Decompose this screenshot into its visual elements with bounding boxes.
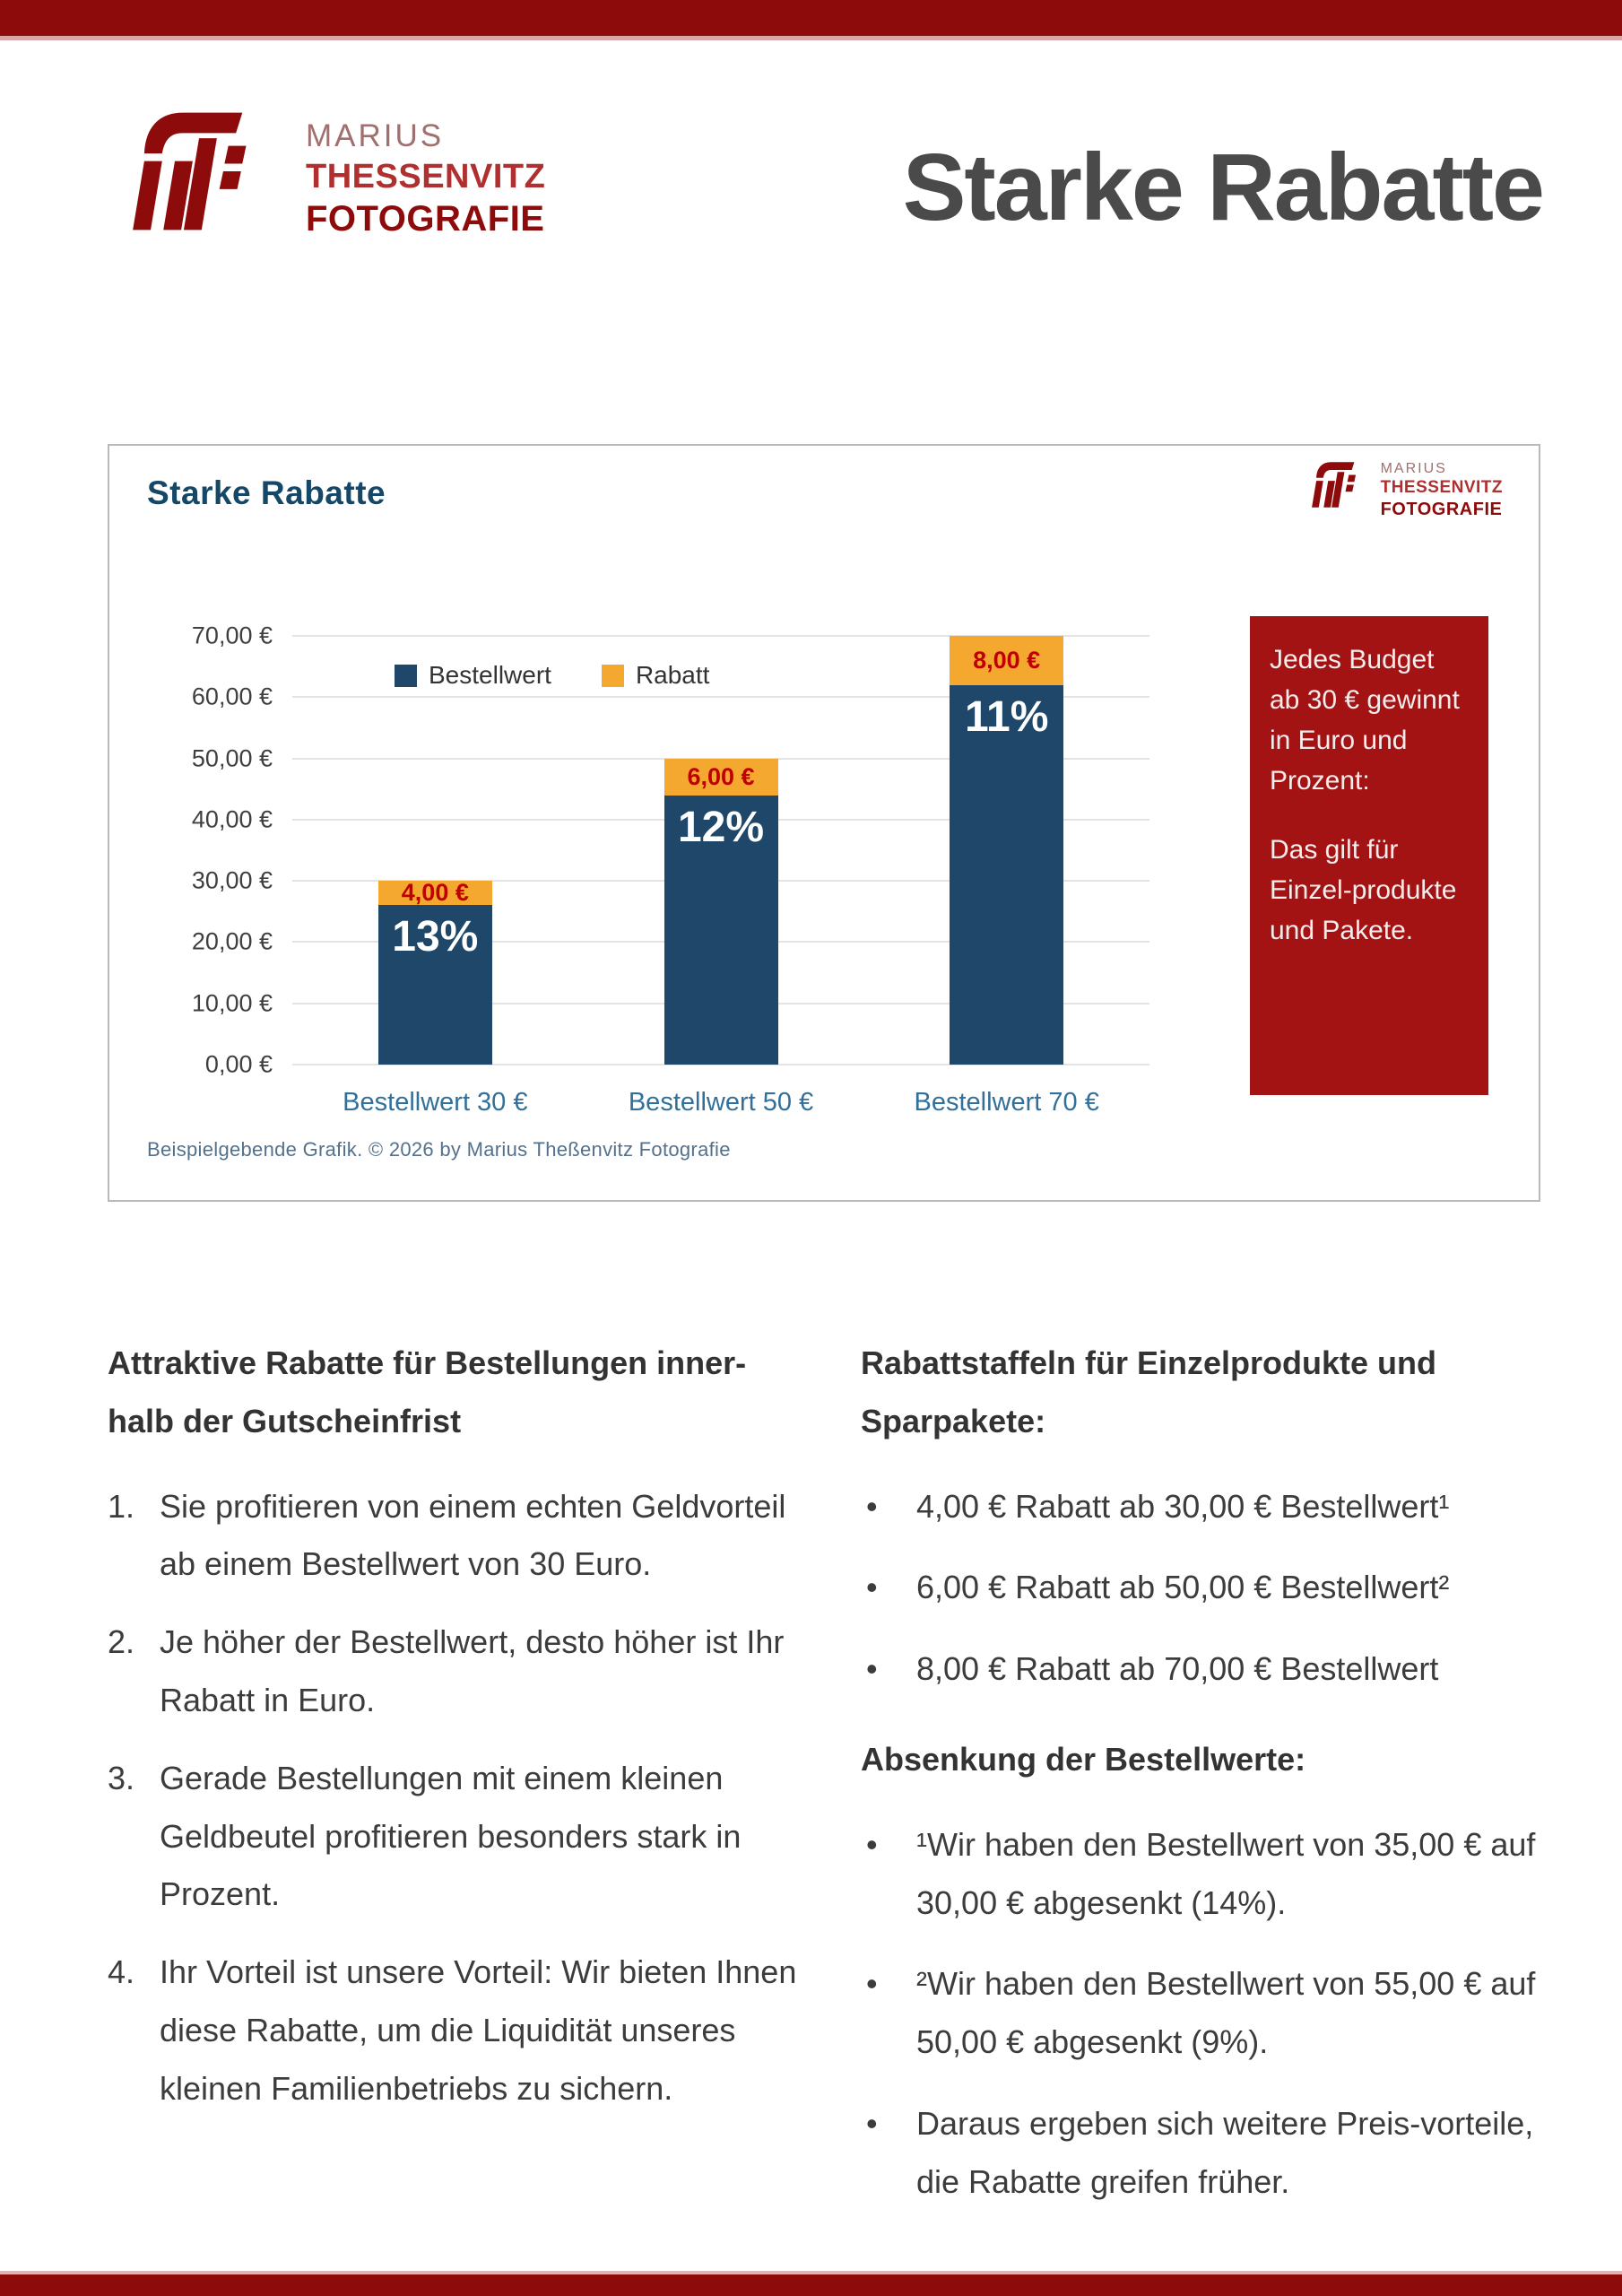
brand-wordmark: MARIUS THESSENVITZ FOTOGRAFIE <box>306 108 545 241</box>
price-reduction-list: ¹Wir haben den Bestellwert von 35,00 € a… <box>861 1816 1543 2212</box>
numbered-item: Gerade Bestellungen mit einem kleinen Ge… <box>108 1750 742 1913</box>
bar-series: 4,00 € 13% 6,00 € 12% 8,00 € 11% <box>292 636 1149 1065</box>
bar-segment-rabatt: 8,00 € <box>950 636 1064 685</box>
chart-caption: Beispielgebende Grafik. © 2026 by Marius… <box>147 1138 731 1161</box>
brand-field: FOTOGRAFIE <box>1380 499 1503 519</box>
y-axis: 70,00 € 60,00 € 50,00 € 40,00 € 30,00 € 20,00… <box>109 622 273 1078</box>
legend-item: Bestellwert <box>395 661 551 690</box>
bar-percent-label: 11% <box>964 692 1049 741</box>
numbered-item: Je höher der Bestellwert, desto höher is… <box>108 1613 785 1718</box>
y-axis-tick-label: 60,00 € <box>191 683 273 710</box>
bullet-item: 4,00 € Rabatt ab 30,00 € Bestellwert¹ <box>861 1478 1543 1536</box>
stacked-bar: 4,00 € 13% <box>377 879 492 1065</box>
x-axis-category-label: Bestellwert 30 € <box>343 1088 528 1117</box>
bar-percent-label: 12% <box>677 803 765 851</box>
discount-tiers-heading: Rabattstaffeln für Einzelprodukte und Sp… <box>861 1344 1437 1439</box>
gridline <box>292 696 1149 699</box>
y-axis-tick-label: 10,00 € <box>191 989 273 1017</box>
bullet-item: ¹Wir haben den Bestellwert von 35,00 € a… <box>861 1816 1543 1933</box>
benefits-numbered-list: Sie profitieren von einem echten Geldvor… <box>108 1478 807 2118</box>
brand-mark-icon <box>124 108 290 239</box>
top-accent-bar <box>0 0 1622 40</box>
left-heading: Attraktive Rabatte für Bestellungen inne… <box>108 1344 747 1439</box>
gridline <box>292 1064 1149 1065</box>
legend-label: Rabatt <box>635 661 710 689</box>
content-columns: Attraktive Rabatte für Bestellungen inne… <box>108 1335 1543 2235</box>
chart-plot-area: 4,00 € 13% 6,00 € 12% 8,00 € 11% Bestellwert R… <box>292 635 1149 1065</box>
chart-brand-logo: MARIUS THESSENVITZ FOTOGRAFIE <box>1308 460 1503 520</box>
price-reduction-heading: Absenkung der Bestellwerte: <box>861 1740 1306 1778</box>
bullet-item: 8,00 € Rabatt ab 70,00 € Bestellwert <box>861 1640 1543 1699</box>
bullet-item: 6,00 € Rabatt ab 50,00 € Bestellwert² <box>861 1559 1543 1617</box>
stacked-bar: 6,00 € 12% <box>664 758 778 1065</box>
legend-item: Rabatt <box>601 661 710 690</box>
bar-group: 8,00 € 11% <box>863 636 1149 1065</box>
brand-last-name: THESSENVITZ <box>306 157 546 196</box>
y-axis-tick-label: 20,00 € <box>191 927 273 955</box>
chart-title: Starke Rabatte <box>147 474 386 511</box>
numbered-item: Ihr Vorteil ist unsere Vorteil: Wir biet… <box>108 1944 797 2107</box>
left-column: Attraktive Rabatte für Bestellungen inne… <box>108 1335 807 2235</box>
bar-segment-bestellwert: 12% <box>664 795 778 1065</box>
discount-tiers-list: 4,00 € Rabatt ab 30,00 € Bestellwert¹ 6,… <box>861 1478 1543 1699</box>
legend-swatch <box>601 664 624 687</box>
bar-segment-bestellwert: 13% <box>377 905 492 1065</box>
bullet-item: Daraus ergeben sich weitere Preis-vortei… <box>861 2095 1543 2212</box>
brand-logo: MARIUS THESSENVITZ FOTOGRAFIE <box>124 108 545 241</box>
y-axis-tick-label: 40,00 € <box>191 805 273 833</box>
bar-segment-rabatt: 6,00 € <box>664 758 778 796</box>
chart-legend: Bestellwert Rabatt <box>395 661 709 690</box>
brand-first-name: MARIUS <box>1380 461 1447 476</box>
brand-wordmark: MARIUS THESSENVITZ FOTOGRAFIE <box>1381 460 1503 520</box>
x-axis-category-label: Bestellwert 70 € <box>914 1088 1099 1117</box>
gridline <box>292 757 1149 760</box>
gridline <box>292 635 1149 637</box>
bullet-item: ²Wir haben den Bestellwert von 55,00 € a… <box>861 1955 1543 2072</box>
numbered-item: Sie profitieren von einem echten Geldvor… <box>108 1478 786 1583</box>
brand-mark-icon <box>1308 460 1373 514</box>
bar-rabatt-value-label: 4,00 € <box>401 879 469 907</box>
callout-box: Jedes Budget ab 30 € gewinnt in Euro und… <box>1250 616 1488 1095</box>
x-axis-category-label: Bestellwert 50 € <box>628 1088 814 1117</box>
brand-first-name: MARIUS <box>306 118 445 153</box>
x-axis: Bestellwert 30 € Bestellwert 50 € Bestellw… <box>292 1088 1149 1118</box>
y-axis-tick-label: 30,00 € <box>191 866 273 894</box>
bar-rabatt-value-label: 6,00 € <box>687 762 755 790</box>
y-axis-tick-label: 50,00 € <box>191 744 273 772</box>
page-title: Starke Rabatte <box>902 135 1545 240</box>
y-axis-tick-label: 70,00 € <box>191 622 273 649</box>
bar-group: 4,00 € 13% <box>292 636 578 1065</box>
callout-paragraph: Jedes Budget ab 30 € gewinnt in Euro und… <box>1270 645 1460 796</box>
brand-last-name: THESSENVITZ <box>1380 478 1503 497</box>
brand-field: FOTOGRAFIE <box>306 199 545 239</box>
bar-percent-label: 13% <box>392 913 479 961</box>
chart-card: Starke Rabatte MARIUS THESSENVITZ <box>108 444 1540 1202</box>
bar-rabatt-value-label: 8,00 € <box>973 646 1041 674</box>
bar-segment-bestellwert: 11% <box>950 684 1064 1065</box>
stacked-bar: 8,00 € 11% <box>950 636 1064 1065</box>
y-axis-tick-label: 0,00 € <box>204 1050 273 1078</box>
bar-segment-rabatt: 4,00 € <box>377 879 492 907</box>
legend-label: Bestellwert <box>429 661 551 689</box>
callout-paragraph: Das gilt für Einzel-produkte und Pakete. <box>1270 835 1457 945</box>
bar-group: 6,00 € 12% <box>578 636 864 1065</box>
right-column: Rabattstaffeln für Einzelprodukte und Sp… <box>861 1335 1543 2235</box>
legend-swatch <box>395 664 417 687</box>
bottom-accent-bar <box>0 2271 1622 2296</box>
